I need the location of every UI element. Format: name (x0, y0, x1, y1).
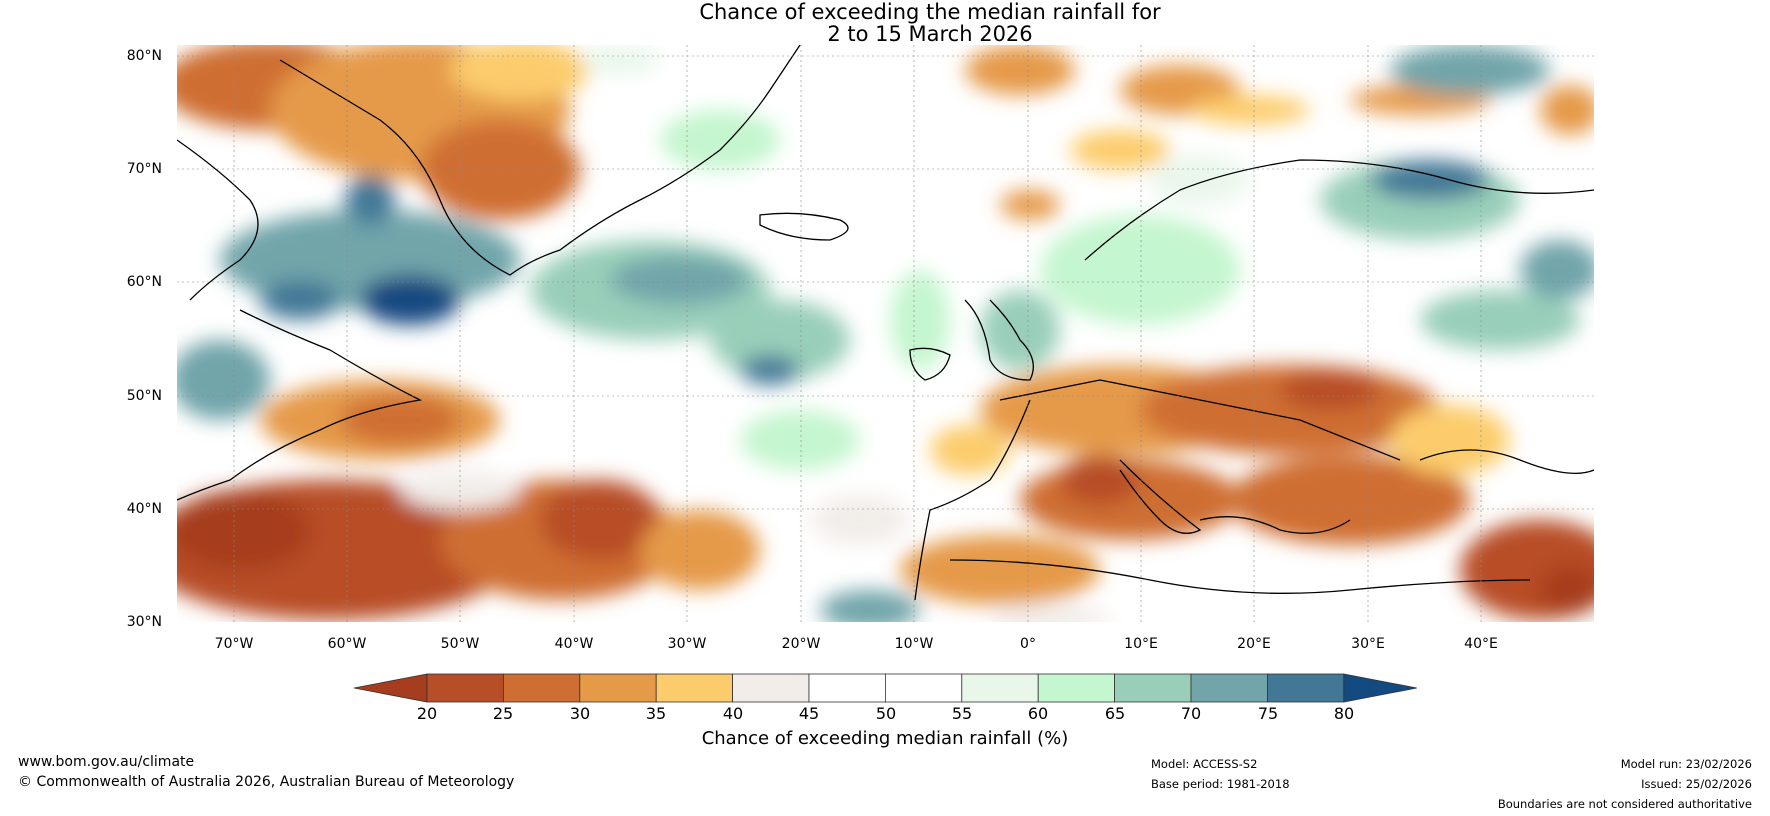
colorbar-extend-high (1343, 673, 1417, 703)
colorbar-tick-45: 45 (798, 704, 820, 723)
colorbar-label: Chance of exceeding median rainfall (%) (701, 728, 1069, 749)
footer-website: www.bom.gov.au/climate (18, 754, 195, 770)
colorbar-tick-60: 60 (1027, 704, 1049, 723)
colorbar-segment (1037, 673, 1115, 703)
coastlines (177, 45, 1594, 601)
rainfall-field (177, 45, 1594, 622)
colorbar-segment (426, 673, 504, 703)
map-title-line2: 2 to 15 March 2026 (827, 22, 1033, 46)
colorbar-tick-55: 55 (951, 704, 973, 723)
colorbar-tick-40: 40 (722, 704, 744, 723)
lon-label-40w: 40°W (554, 636, 594, 652)
lon-label-30e: 30°E (1351, 636, 1385, 652)
colorbar-tick-75: 75 (1257, 704, 1279, 723)
footer-issued: Issued: 25/02/2026 (1641, 777, 1752, 791)
colorbar-segment (808, 673, 886, 703)
lat-label-40n: 40°N (126, 501, 162, 517)
colorbar-segment (885, 673, 963, 703)
lon-label-10e: 10°E (1124, 636, 1158, 652)
lon-label-10w: 10°W (894, 636, 934, 652)
lon-label-60w: 60°W (327, 636, 367, 652)
colorbar-tick-70: 70 (1180, 704, 1202, 723)
lat-label-70n: 70°N (126, 161, 162, 177)
colorbar-tick-20: 20 (416, 704, 438, 723)
colorbar-segment (1190, 673, 1268, 703)
lon-label-20e: 20°E (1237, 636, 1271, 652)
colorbar-tick-65: 65 (1104, 704, 1126, 723)
colorbar-segment (1267, 673, 1345, 703)
colorbar-tick-80: 80 (1333, 704, 1355, 723)
colorbar-segment (961, 673, 1039, 703)
footer-base-period: Base period: 1981-2018 (1151, 777, 1290, 791)
colorbar-tick-30: 30 (569, 704, 591, 723)
colorbar-tick-25: 25 (492, 704, 514, 723)
colorbar-segment (732, 673, 810, 703)
colorbar-tick-50: 50 (875, 704, 897, 723)
lon-label-70w: 70°W (214, 636, 254, 652)
lat-label-50n: 50°N (126, 388, 162, 404)
map-title-line1: Chance of exceeding the median rainfall … (699, 0, 1161, 24)
colorbar-segment (579, 673, 657, 703)
lon-label-50w: 50°W (440, 636, 480, 652)
lon-label-20w: 20°W (781, 636, 821, 652)
graticule (177, 45, 1594, 622)
footer-model: Model: ACCESS-S2 (1151, 757, 1258, 771)
lon-label-40e: 40°E (1464, 636, 1498, 652)
lon-label-30w: 30°W (667, 636, 707, 652)
lat-label-30n: 30°N (126, 614, 162, 630)
colorbar-segment (655, 673, 734, 703)
colorbar-segment (1114, 673, 1192, 703)
colorbar-extend-low (353, 673, 428, 703)
footer-disclaimer: Boundaries are not considered authoritat… (1497, 797, 1752, 811)
lat-label-80n: 80°N (126, 48, 162, 64)
colorbar-tick-35: 35 (645, 704, 667, 723)
lat-label-60n: 60°N (126, 274, 162, 290)
footer-model-run: Model run: 23/02/2026 (1620, 757, 1752, 771)
colorbar-segment (502, 673, 581, 703)
footer-copyright: © Commonwealth of Australia 2026, Austra… (18, 774, 515, 790)
lon-label-0: 0° (1020, 636, 1036, 652)
